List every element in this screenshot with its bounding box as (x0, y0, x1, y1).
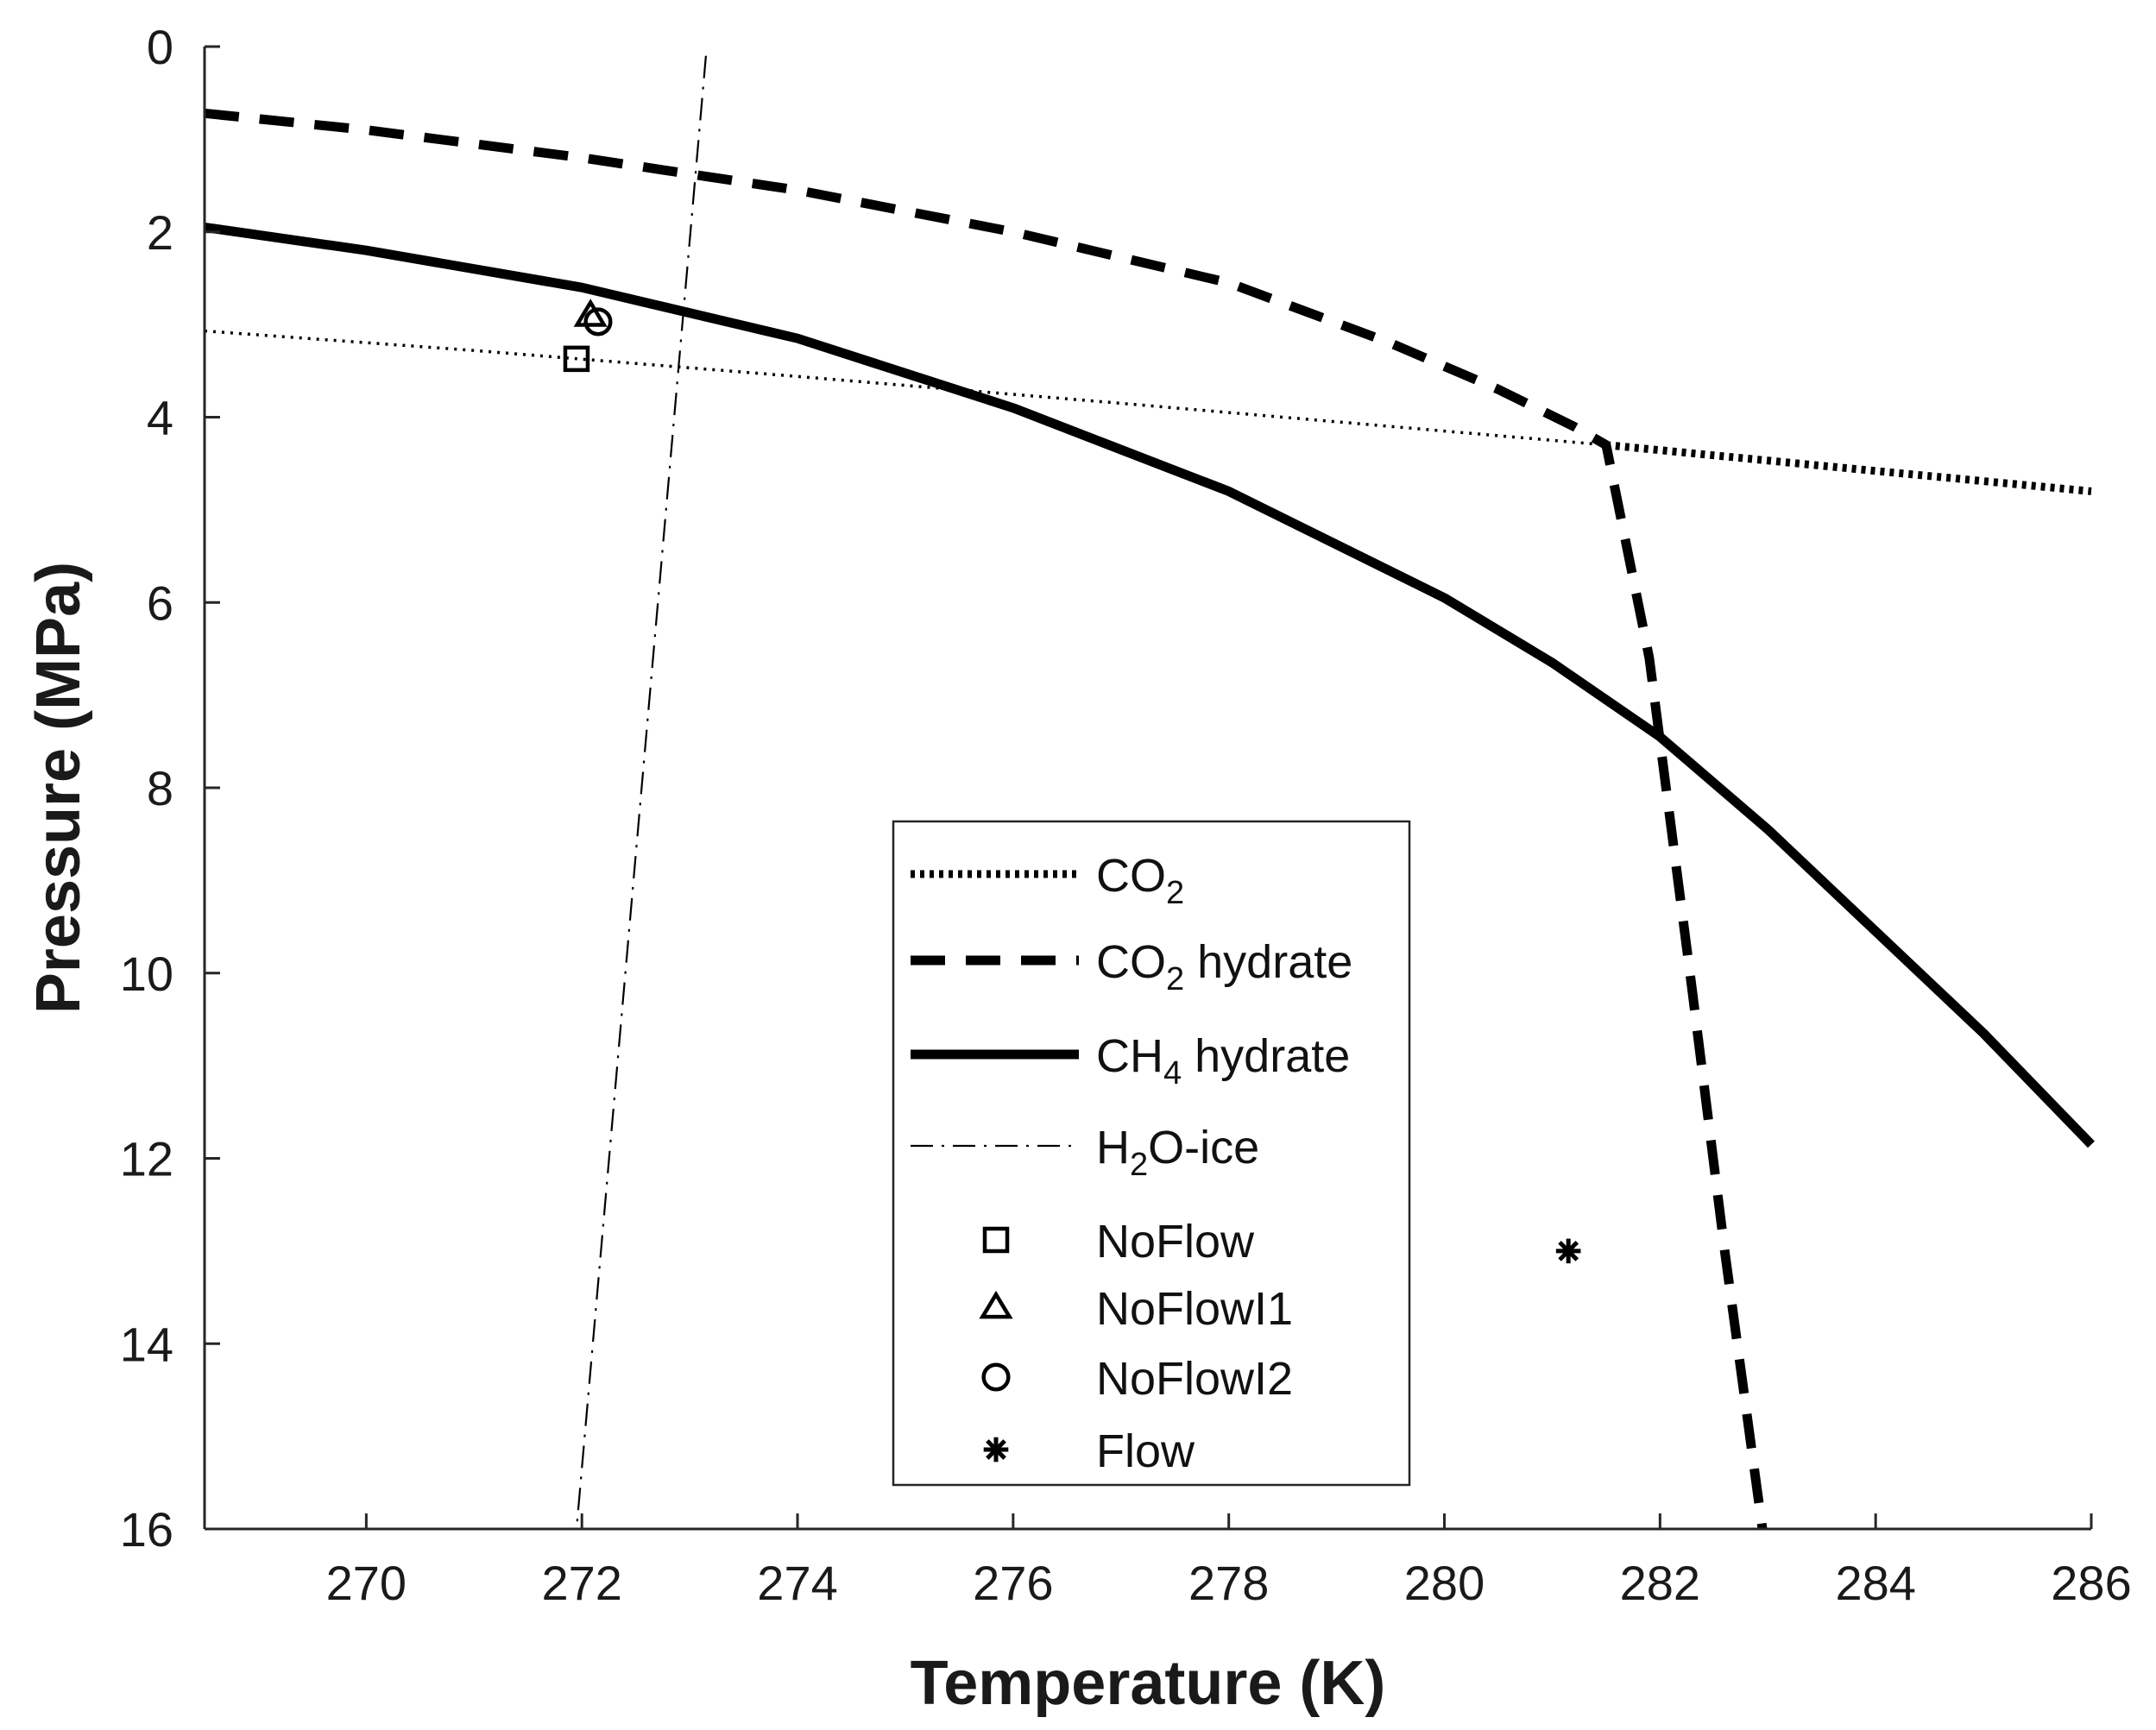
x-tick-label: 274 (757, 1556, 837, 1610)
x-tick-label: 280 (1404, 1556, 1485, 1610)
legend-label-noflowi1: NoFlowI1 (1096, 1283, 1293, 1335)
legend: CO2 CO2 hydrate CH4 hydrate H2O-ice NoFlow No… (892, 820, 1411, 1487)
legend-marker-flow (983, 1437, 1009, 1463)
legend-marker-noflow (982, 1226, 1010, 1254)
legend-label-h2o-ice: H2O-ice (1096, 1122, 1259, 1183)
point-noflowi1 (573, 299, 608, 327)
point-flow (1555, 1238, 1581, 1264)
x-tick-label: 276 (973, 1556, 1053, 1610)
legend-label-noflow: NoFlow (1096, 1216, 1255, 1268)
legend-marker-noflowi1 (979, 1290, 1013, 1319)
series-layer (204, 55, 2095, 1530)
ticks: 270 272 274 276 278 280 282 284 286 0 2 4 6 8 10 12 14 16 (120, 20, 2132, 1610)
legend-box (892, 820, 1411, 1487)
legend-label-co2-hydrate: CO2 hydrate (1096, 936, 1352, 997)
y-tick-label: 8 (147, 761, 173, 815)
points-layer (563, 299, 1581, 1264)
y-axis-label: Pressure (MPa) (24, 562, 93, 1014)
legend-label-flow: Flow (1096, 1425, 1195, 1477)
point-noflow (563, 345, 590, 373)
series-co2-line (1605, 441, 2092, 495)
x-tick-label: 278 (1188, 1556, 1269, 1610)
x-axis-label: Temperature (K) (911, 1649, 1386, 1718)
y-tick-label: 6 (147, 576, 173, 630)
x-tick-label: 282 (1620, 1556, 1700, 1610)
y-tick-label: 16 (120, 1502, 173, 1557)
series-h2o-ice-line (575, 55, 707, 1530)
x-tick-label: 272 (541, 1556, 621, 1610)
y-tick-label: 2 (147, 205, 173, 260)
legend-label-ch4-hydrate: CH4 hydrate (1096, 1030, 1350, 1091)
legend-label-co2: CO2 (1096, 850, 1184, 911)
series-ch4-hydrate-line (204, 222, 2095, 1148)
y-tick-label: 14 (120, 1317, 173, 1371)
x-tick-label: 286 (2051, 1556, 2131, 1610)
y-tick-label: 0 (147, 20, 173, 74)
x-tick-label: 284 (1835, 1556, 1915, 1610)
series-co2-line-thin (204, 329, 1607, 447)
x-tick-label: 270 (326, 1556, 407, 1610)
legend-marker-noflowi2 (981, 1362, 1011, 1392)
series-co2-hydrate-line (204, 108, 1768, 1530)
legend-label-noflowi2: NoFlowI2 (1096, 1353, 1293, 1405)
y-tick-label: 12 (120, 1132, 173, 1186)
y-tick-label: 10 (120, 947, 173, 1001)
point-noflowi2 (583, 307, 613, 337)
y-tick-label: 4 (147, 391, 173, 445)
